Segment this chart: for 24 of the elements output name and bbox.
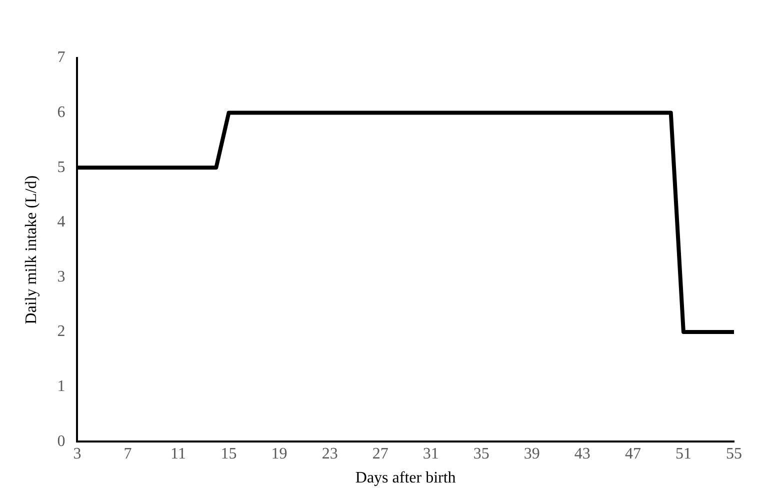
x-tick-label: 51	[675, 445, 692, 462]
x-tick-label: 35	[473, 445, 490, 462]
y-axis-title: Daily milk intake (L/d)	[22, 175, 40, 324]
x-tick-label: 39	[524, 445, 540, 462]
x-tick-label: 31	[422, 445, 439, 462]
x-tick-label: 55	[726, 445, 742, 462]
x-tick-label: 15	[220, 445, 237, 462]
y-tick-label: 2	[57, 323, 66, 340]
y-tick-label: 1	[57, 378, 66, 396]
y-tick-label: 0	[57, 432, 66, 450]
x-tick-label: 47	[624, 445, 641, 462]
x-tick-label: 3	[73, 445, 82, 462]
x-tick-label: 43	[574, 445, 590, 462]
x-tick-label: 7	[124, 445, 132, 462]
x-tick-label: 27	[372, 445, 388, 462]
x-tick-label: 11	[170, 445, 186, 462]
y-tick-label: 6	[57, 104, 66, 122]
x-tick-label: 19	[271, 445, 288, 462]
y-tick-label: 3	[57, 268, 66, 286]
y-tick-label: 4	[57, 214, 66, 231]
y-tick-label: 5	[57, 158, 66, 176]
x-axis-title: Days after birth	[355, 470, 456, 487]
y-tick-label: 7	[57, 49, 66, 66]
x-tick-label: 23	[322, 445, 338, 462]
